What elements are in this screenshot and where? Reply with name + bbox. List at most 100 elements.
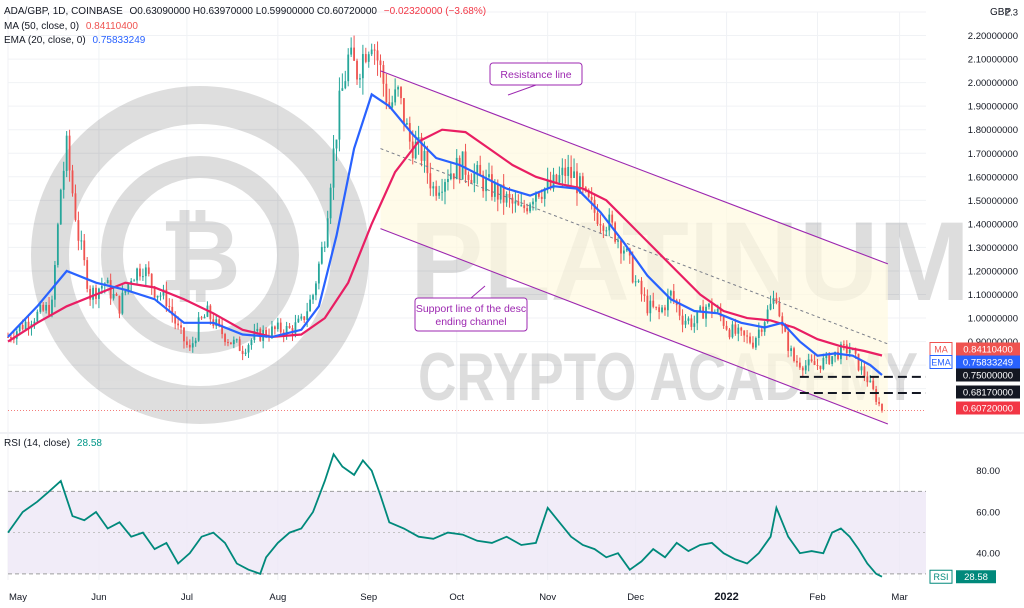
candle-body: [878, 401, 880, 404]
candle: [810, 354, 813, 363]
candle: [285, 321, 288, 340]
candle-body: [265, 329, 268, 336]
candle: [881, 403, 883, 413]
candle: [244, 348, 247, 357]
candle: [640, 277, 643, 302]
candle-body: [790, 348, 792, 351]
candle: [133, 278, 136, 282]
candle: [693, 315, 696, 333]
candle-body: [567, 166, 570, 176]
candle: [194, 337, 197, 347]
candle: [165, 281, 168, 312]
candle: [740, 326, 743, 336]
candle: [332, 135, 335, 200]
candle-body: [370, 49, 373, 55]
candle-body: [681, 315, 684, 325]
candle-body: [564, 167, 567, 176]
candle: [473, 163, 476, 193]
candle: [200, 315, 203, 320]
candle: [115, 292, 118, 297]
candle: [309, 294, 311, 312]
candle-body: [388, 102, 391, 108]
candle-body: [359, 78, 361, 80]
ohlc-label: O0.63090000 H0.63970000 L0.59900000 C0.6…: [129, 6, 377, 17]
candle-body: [766, 309, 769, 323]
legend-rsi: RSI (14, close) 28.58: [4, 438, 106, 449]
candle-body: [33, 321, 36, 325]
candle-body: [743, 330, 746, 336]
resistance-callout-text: Resistance line: [500, 69, 571, 81]
candle-body: [655, 306, 658, 308]
candle-body: [142, 276, 144, 278]
candle: [212, 313, 215, 329]
candle-body: [232, 339, 235, 345]
candle: [435, 180, 438, 201]
candle-body: [511, 197, 514, 204]
candle: [209, 304, 212, 325]
candle: [367, 51, 370, 68]
candle: [379, 54, 382, 78]
candle: [664, 304, 666, 316]
candle-body: [7, 336, 9, 338]
candle-body: [658, 307, 661, 313]
candle-body: [476, 164, 479, 173]
time-axis-label: Oct: [449, 592, 464, 603]
candle-body: [467, 174, 470, 180]
candle-body: [162, 289, 165, 296]
candle: [564, 158, 567, 184]
candle-body: [505, 193, 508, 203]
price-tag-value: 0.60720000: [963, 404, 1013, 415]
candle: [860, 361, 863, 375]
candle-body: [329, 187, 332, 219]
candle-body: [335, 139, 338, 149]
candle: [312, 293, 314, 304]
candle-body: [391, 102, 394, 108]
candle-body: [579, 176, 581, 194]
candle-body: [520, 205, 523, 207]
candle-body: [464, 151, 467, 175]
candle-body: [857, 353, 860, 371]
candle-body: [652, 300, 655, 307]
candle: [666, 288, 669, 317]
candle-body: [449, 173, 452, 180]
candle: [359, 73, 361, 88]
candle-body: [482, 174, 485, 192]
price-axis-label: 1.10000000: [968, 290, 1018, 301]
candle-body: [156, 295, 159, 298]
candle: [397, 85, 399, 97]
candle-body: [400, 87, 402, 99]
candle: [300, 313, 303, 321]
time-axis: May Jun Jul Aug Sep Oct Nov Dec 2022 Feb Mar: [9, 591, 908, 603]
price-tag-box: [956, 401, 1020, 415]
candle-body: [171, 306, 174, 316]
candle-body: [144, 267, 147, 277]
candle: [432, 181, 435, 197]
price-axis-label: 1.30000000: [968, 243, 1018, 254]
candle-body: [526, 208, 529, 212]
price-tag-ma: MA 0.84110400: [929, 342, 1020, 356]
candle: [45, 301, 48, 314]
candle-body: [59, 189, 62, 225]
legend-ema: EMA (20, close, 0) 0.75833249: [4, 35, 149, 46]
candle-body: [238, 339, 241, 351]
support-line: [380, 228, 889, 425]
candle-body: [813, 361, 816, 366]
candle-body: [361, 54, 364, 79]
candle-body: [121, 292, 124, 314]
candle: [605, 226, 608, 236]
support-callout-text-2: ending channel: [435, 316, 506, 328]
candle: [731, 321, 734, 339]
candle: [467, 171, 470, 187]
candle: [845, 340, 848, 361]
watermark-ring: [31, 86, 369, 424]
price-tag-value: 0.68170000: [963, 388, 1013, 399]
candle: [523, 199, 526, 213]
candle-body: [640, 280, 643, 295]
candle-body: [423, 150, 426, 161]
candle-body: [42, 304, 45, 311]
candle-body: [781, 316, 784, 327]
candle: [649, 295, 652, 322]
price-tag-last: 0.60720000: [956, 401, 1020, 415]
